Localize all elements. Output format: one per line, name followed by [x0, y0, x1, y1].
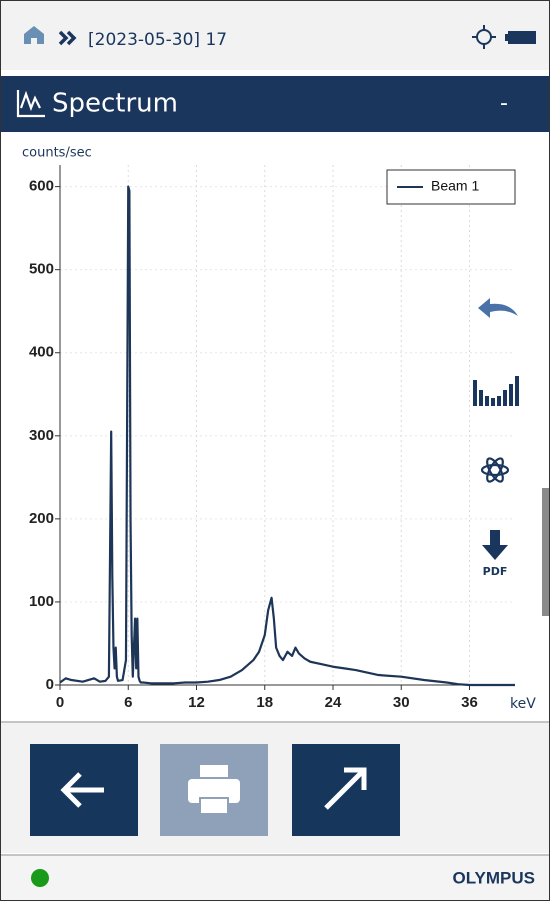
- screen-title: Spectrum: [52, 89, 178, 119]
- y-tick-label: 100: [29, 593, 54, 610]
- battery-icon: [508, 31, 536, 44]
- y-tick-label: 300: [29, 427, 54, 444]
- pdf-label: PDF: [483, 565, 508, 578]
- y-tick-label: 600: [29, 178, 54, 195]
- x-tick-label: 24: [325, 694, 342, 711]
- legend-label: Beam 1: [431, 178, 479, 194]
- chevrons: [58, 30, 77, 46]
- x-tick-label: 18: [256, 694, 273, 711]
- battery-tip: [505, 34, 508, 41]
- x-tick-label: 12: [188, 694, 205, 711]
- x-tick-label: 6: [124, 694, 132, 711]
- x-tick-label: 0: [56, 694, 64, 711]
- spectrum-icon: [16, 90, 45, 118]
- back-icon: [60, 772, 104, 808]
- undo-button[interactable]: [478, 298, 518, 318]
- print-icon: [188, 765, 240, 815]
- y-tick-label: 500: [29, 261, 54, 278]
- breadcrumb: [2023-05-30] 17: [88, 30, 227, 50]
- export-icon: [324, 767, 367, 810]
- x-tick-label: 36: [461, 694, 478, 711]
- y-tick-label: 200: [29, 510, 54, 527]
- status-indicator: [31, 869, 49, 887]
- scrollbar: [542, 488, 550, 616]
- x-tick-label: 30: [393, 694, 410, 711]
- home-icon[interactable]: [24, 26, 44, 44]
- pdf-download-button[interactable]: [482, 530, 508, 560]
- element-button[interactable]: [480, 456, 510, 484]
- plot: 0 100 200 300 400 500 600 0 6 12 18 24 30 36 Beam 1: [29, 165, 516, 711]
- gps-icon: [472, 25, 496, 49]
- y-tick-label: 400: [29, 344, 54, 361]
- y-tick-label: 0: [46, 676, 54, 693]
- title-bar: [0, 76, 550, 132]
- top-bar: [0, 0, 550, 70]
- x-axis-label: keV: [510, 696, 536, 712]
- spectrum-line: [59, 185, 515, 687]
- y-axis-label: counts/sec: [22, 146, 92, 161]
- brand-logo: OLYMPUS: [452, 868, 535, 887]
- histogram-button[interactable]: [473, 376, 519, 406]
- title-menu[interactable]: -: [500, 91, 508, 116]
- footer: [0, 856, 550, 901]
